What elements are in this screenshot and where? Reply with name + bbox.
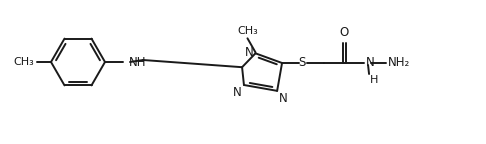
Text: NH: NH [129,56,146,70]
Text: O: O [339,26,348,39]
Text: N: N [233,86,242,99]
Text: H: H [370,75,379,85]
Text: NH₂: NH₂ [388,56,410,70]
Text: CH₃: CH₃ [13,57,34,67]
Text: N: N [366,55,375,69]
Text: S: S [298,56,306,70]
Text: CH₃: CH₃ [237,26,258,36]
Text: N: N [245,46,254,59]
Text: N: N [279,92,288,105]
